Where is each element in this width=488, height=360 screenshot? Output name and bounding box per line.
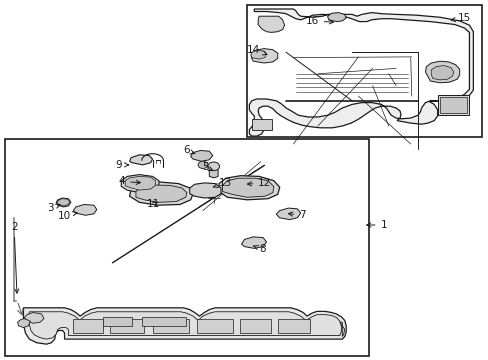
Bar: [142, 317, 185, 326]
Text: 13: 13: [213, 178, 232, 188]
Text: 11: 11: [147, 199, 160, 210]
Bar: [251, 119, 272, 130]
Text: 2: 2: [11, 222, 19, 293]
Polygon shape: [250, 50, 266, 59]
Text: 10: 10: [58, 211, 77, 221]
Polygon shape: [258, 16, 284, 32]
Polygon shape: [327, 13, 346, 22]
Polygon shape: [190, 150, 212, 161]
Polygon shape: [136, 185, 186, 202]
Bar: [437, 95, 468, 115]
Polygon shape: [430, 66, 453, 80]
Text: 4: 4: [118, 176, 140, 186]
Bar: [196, 319, 233, 333]
Text: 12: 12: [247, 178, 271, 188]
Text: 7: 7: [288, 210, 305, 220]
Bar: [73, 319, 102, 333]
Bar: [102, 317, 132, 326]
Circle shape: [207, 162, 219, 171]
Text: 14: 14: [246, 45, 266, 55]
Text: 3: 3: [47, 203, 60, 213]
Bar: [5, 139, 368, 356]
Text: 9: 9: [115, 160, 128, 170]
Polygon shape: [24, 312, 44, 323]
Text: 8: 8: [253, 244, 265, 254]
Polygon shape: [276, 208, 300, 220]
Polygon shape: [129, 182, 193, 205]
Text: 16: 16: [305, 16, 333, 26]
Polygon shape: [23, 308, 346, 344]
Polygon shape: [121, 175, 159, 193]
Polygon shape: [251, 49, 277, 63]
Text: 5: 5: [202, 162, 212, 172]
Text: 6: 6: [183, 145, 195, 156]
Polygon shape: [339, 322, 344, 337]
Circle shape: [198, 161, 207, 168]
Polygon shape: [241, 237, 266, 248]
Text: 15: 15: [450, 13, 470, 23]
Polygon shape: [125, 176, 155, 190]
Polygon shape: [18, 319, 30, 328]
Polygon shape: [73, 204, 97, 215]
Polygon shape: [249, 9, 472, 136]
Bar: [152, 319, 189, 333]
Polygon shape: [56, 198, 71, 207]
Polygon shape: [28, 312, 341, 339]
Polygon shape: [209, 168, 218, 178]
Bar: [110, 319, 144, 333]
Bar: [246, 5, 481, 137]
Polygon shape: [425, 61, 459, 83]
Polygon shape: [219, 176, 279, 200]
Polygon shape: [58, 199, 70, 206]
Bar: [277, 319, 309, 333]
Polygon shape: [189, 183, 221, 198]
Polygon shape: [222, 178, 273, 197]
Text: 1: 1: [366, 220, 386, 230]
Polygon shape: [129, 155, 152, 165]
Bar: [439, 97, 466, 113]
Bar: [239, 319, 271, 333]
